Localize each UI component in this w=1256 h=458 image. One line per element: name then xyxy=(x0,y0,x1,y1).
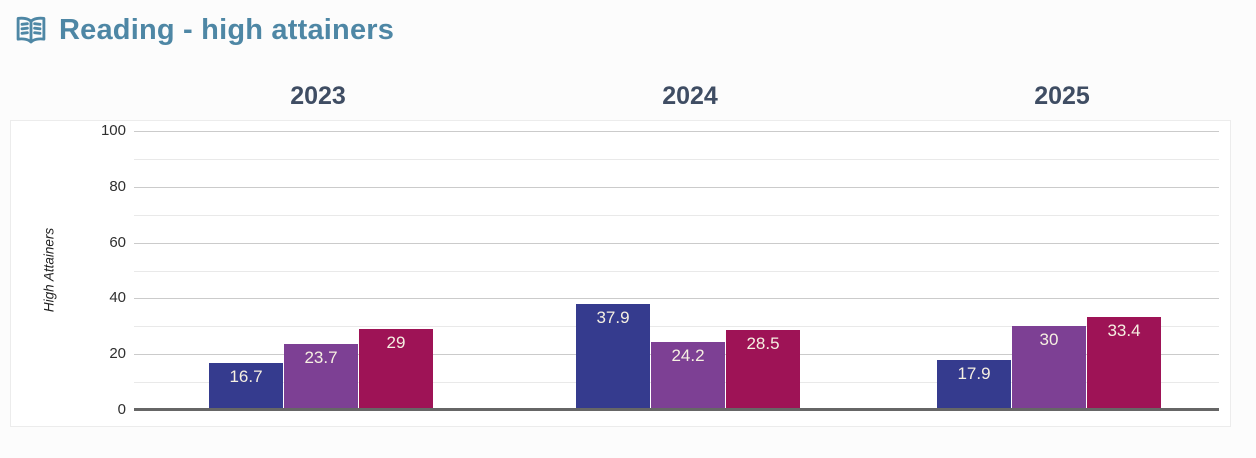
gridline-40 xyxy=(134,298,1219,300)
bar-value-label: 24.2 xyxy=(671,346,705,366)
bar-2023-series-magenta[interactable]: 29 xyxy=(359,329,433,410)
y-tick-100: 100 xyxy=(100,122,126,139)
open-book-icon xyxy=(13,12,49,48)
bar-2023-series-purple[interactable]: 23.7 xyxy=(284,343,358,410)
year-label-2024: 2024 xyxy=(662,82,718,110)
bar-2024-series-purple[interactable]: 24.2 xyxy=(651,342,725,410)
bar-2023-series-blue[interactable]: 16.7 xyxy=(209,363,283,410)
year-label-2025: 2025 xyxy=(1034,82,1090,110)
y-tick-20: 20 xyxy=(109,345,126,363)
bar-value-label: 23.7 xyxy=(304,347,338,367)
bar-value-label: 33.4 xyxy=(1107,320,1141,340)
y-tick-40: 40 xyxy=(109,289,126,307)
gridline-50 xyxy=(134,270,1219,272)
gridline-90 xyxy=(134,158,1219,160)
bar-2025-series-magenta[interactable]: 33.4 xyxy=(1087,316,1161,410)
bar-value-label: 29 xyxy=(386,333,406,353)
gridline-30 xyxy=(134,326,1219,328)
bar-2025-series-blue[interactable]: 17.9 xyxy=(937,360,1011,410)
bar-2025-series-purple[interactable]: 30 xyxy=(1012,326,1086,410)
bar-value-label: 37.9 xyxy=(596,308,630,328)
bar-value-label: 30 xyxy=(1039,330,1059,350)
chart-card: High Attainers 0 20 40 60 80 100 16.7 23.7 29 37… xyxy=(10,120,1231,427)
x-axis-line xyxy=(134,408,1219,411)
page-title: Reading - high attainers xyxy=(59,13,395,46)
gridline-100 xyxy=(134,131,1219,132)
year-label-2023: 2023 xyxy=(290,82,346,110)
bar-value-label: 28.5 xyxy=(746,334,780,354)
bar-2024-series-magenta[interactable]: 28.5 xyxy=(726,330,800,410)
y-tick-60: 60 xyxy=(109,233,126,251)
gridline-60 xyxy=(134,242,1219,244)
y-tick-0: 0 xyxy=(117,401,126,418)
bar-value-label: 17.9 xyxy=(957,364,991,384)
y-axis-title: High Attainers xyxy=(41,227,57,313)
gridline-70 xyxy=(134,214,1219,216)
report-header: Reading - high attainers xyxy=(13,12,394,48)
y-tick-80: 80 xyxy=(109,177,126,195)
bar-2024-series-blue[interactable]: 37.9 xyxy=(576,304,650,410)
gridline-80 xyxy=(134,186,1219,188)
bar-value-label: 16.7 xyxy=(229,367,263,387)
